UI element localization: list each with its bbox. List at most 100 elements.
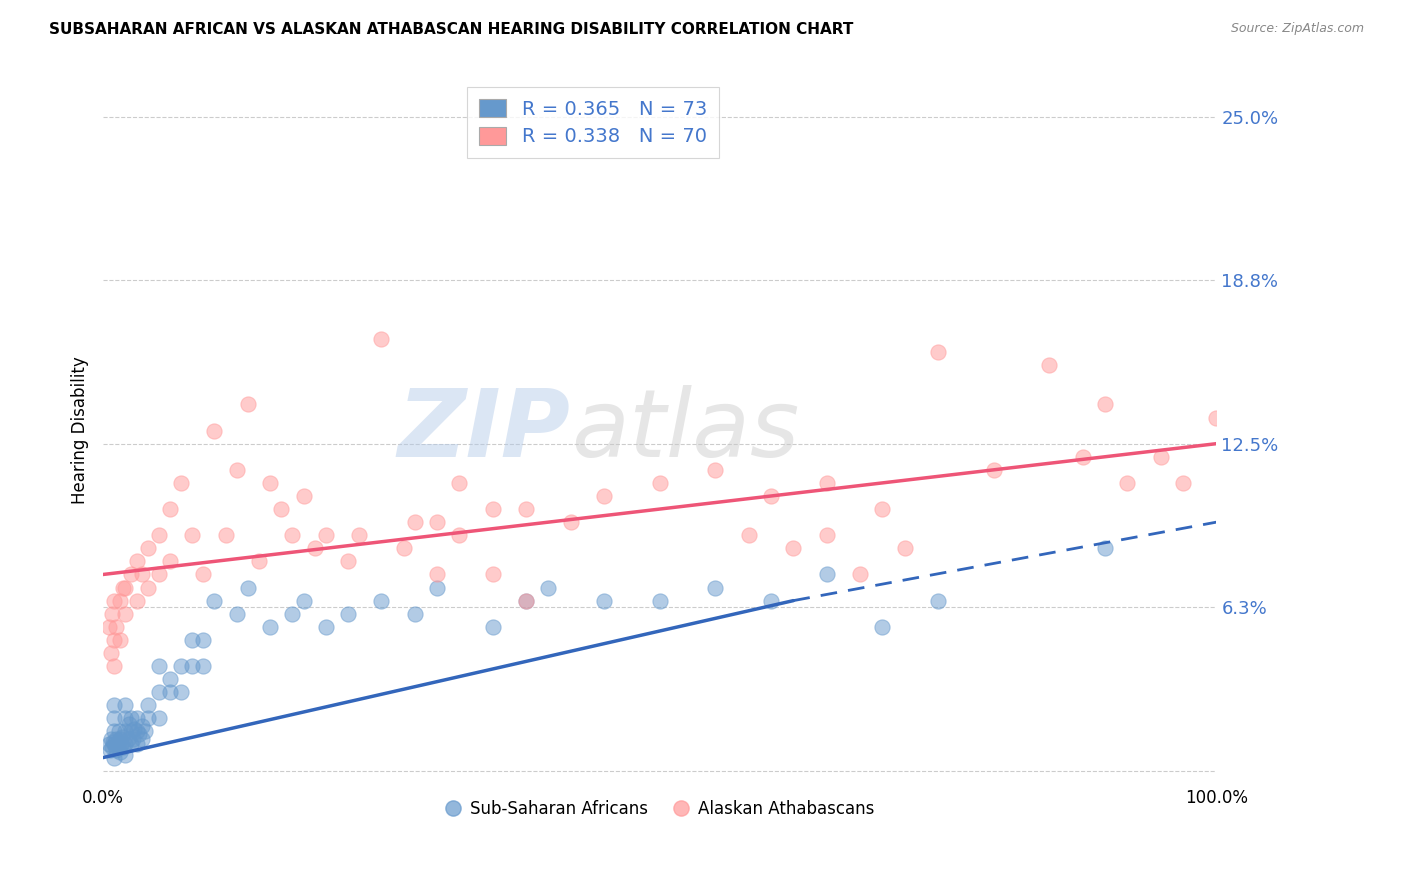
Point bbox=[1116, 475, 1139, 490]
Point bbox=[1071, 450, 1094, 464]
Point bbox=[927, 345, 949, 359]
Point bbox=[101, 607, 124, 621]
Point bbox=[759, 489, 782, 503]
Point bbox=[1171, 475, 1194, 490]
Point bbox=[114, 698, 136, 713]
Y-axis label: Hearing Disability: Hearing Disability bbox=[72, 357, 89, 505]
Point bbox=[103, 750, 125, 764]
Point bbox=[148, 567, 170, 582]
Point bbox=[560, 515, 582, 529]
Point bbox=[1094, 397, 1116, 411]
Point bbox=[515, 593, 537, 607]
Point bbox=[704, 581, 727, 595]
Point bbox=[110, 738, 132, 752]
Point bbox=[426, 567, 449, 582]
Point bbox=[449, 528, 471, 542]
Legend: Sub-Saharan Africans, Alaskan Athabascans: Sub-Saharan Africans, Alaskan Athabascan… bbox=[439, 794, 882, 825]
Point bbox=[449, 475, 471, 490]
Point bbox=[117, 732, 139, 747]
Point bbox=[281, 607, 304, 621]
Point bbox=[515, 593, 537, 607]
Point bbox=[281, 528, 304, 542]
Point bbox=[125, 724, 148, 739]
Point bbox=[148, 659, 170, 673]
Point bbox=[148, 685, 170, 699]
Point bbox=[849, 567, 872, 582]
Point bbox=[131, 719, 153, 733]
Point bbox=[392, 541, 415, 556]
Point bbox=[98, 743, 121, 757]
Point bbox=[426, 515, 449, 529]
Point bbox=[1094, 541, 1116, 556]
Point bbox=[131, 567, 153, 582]
Point bbox=[170, 685, 193, 699]
Point bbox=[648, 593, 671, 607]
Point bbox=[103, 659, 125, 673]
Point bbox=[170, 475, 193, 490]
Point bbox=[404, 607, 426, 621]
Point bbox=[134, 724, 156, 739]
Point bbox=[983, 463, 1005, 477]
Point bbox=[593, 593, 616, 607]
Point bbox=[136, 711, 159, 725]
Point bbox=[292, 593, 315, 607]
Point bbox=[204, 593, 226, 607]
Point bbox=[337, 607, 360, 621]
Text: atlas: atlas bbox=[571, 385, 799, 476]
Point bbox=[114, 724, 136, 739]
Point bbox=[782, 541, 804, 556]
Point bbox=[120, 567, 142, 582]
Point bbox=[107, 724, 129, 739]
Point bbox=[148, 711, 170, 725]
Point bbox=[114, 738, 136, 752]
Point bbox=[111, 730, 134, 744]
Point bbox=[105, 620, 128, 634]
Point bbox=[872, 502, 894, 516]
Point bbox=[120, 738, 142, 752]
Point bbox=[236, 397, 259, 411]
Point bbox=[426, 581, 449, 595]
Text: SUBSAHARAN AFRICAN VS ALASKAN ATHABASCAN HEARING DISABILITY CORRELATION CHART: SUBSAHARAN AFRICAN VS ALASKAN ATHABASCAN… bbox=[49, 22, 853, 37]
Point bbox=[404, 515, 426, 529]
Point bbox=[108, 632, 131, 647]
Point bbox=[107, 738, 129, 752]
Point bbox=[815, 567, 838, 582]
Text: Source: ZipAtlas.com: Source: ZipAtlas.com bbox=[1230, 22, 1364, 36]
Point bbox=[148, 528, 170, 542]
Point bbox=[738, 528, 761, 542]
Point bbox=[105, 732, 128, 747]
Point bbox=[100, 646, 122, 660]
Point bbox=[181, 528, 204, 542]
Point bbox=[893, 541, 915, 556]
Point bbox=[193, 659, 215, 673]
Point bbox=[101, 735, 124, 749]
Point bbox=[136, 541, 159, 556]
Point bbox=[815, 475, 838, 490]
Point bbox=[337, 554, 360, 568]
Point bbox=[247, 554, 270, 568]
Point bbox=[128, 727, 150, 741]
Point bbox=[112, 581, 135, 595]
Point bbox=[193, 567, 215, 582]
Point bbox=[481, 620, 503, 634]
Point bbox=[114, 607, 136, 621]
Point bbox=[225, 463, 247, 477]
Point bbox=[181, 659, 204, 673]
Point bbox=[159, 672, 181, 686]
Point bbox=[193, 632, 215, 647]
Point bbox=[304, 541, 326, 556]
Point bbox=[108, 745, 131, 759]
Point bbox=[136, 581, 159, 595]
Point bbox=[292, 489, 315, 503]
Point bbox=[315, 528, 337, 542]
Point bbox=[815, 528, 838, 542]
Point bbox=[125, 554, 148, 568]
Point bbox=[236, 581, 259, 595]
Point bbox=[515, 502, 537, 516]
Point bbox=[872, 620, 894, 634]
Point bbox=[124, 722, 146, 736]
Point bbox=[648, 475, 671, 490]
Point bbox=[125, 593, 148, 607]
Point bbox=[537, 581, 560, 595]
Point bbox=[370, 332, 392, 346]
